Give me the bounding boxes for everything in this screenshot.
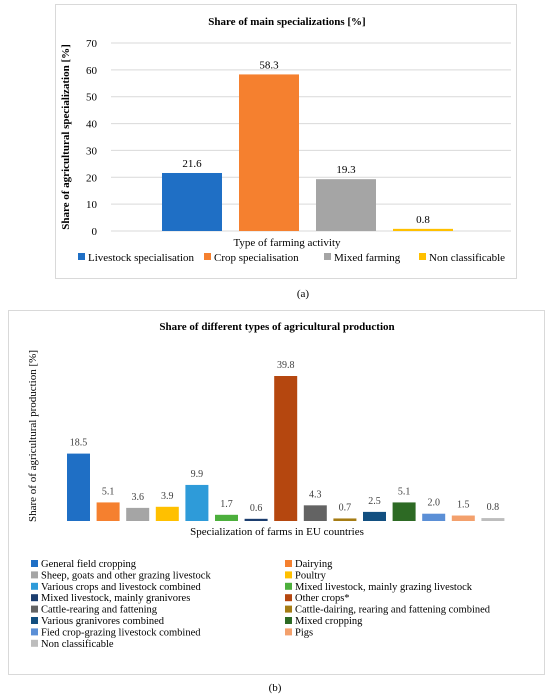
chart-b-data-label: 1.5 — [457, 500, 470, 511]
chart-b-data-label: 0.7 — [339, 502, 352, 513]
chart-b-bar — [67, 453, 90, 521]
chart-b-legend-label: Mixed cropping — [295, 616, 363, 627]
chart-a-xlabel: Type of farming activity — [233, 237, 341, 249]
chart-b-legend-label: Non classificable — [41, 639, 114, 650]
chart-b-data-label: 39.8 — [277, 360, 295, 371]
chart-b-legend-label: Cattle-rearing and fattening — [41, 605, 158, 616]
chart-b-svg: Share of different types of agricultural… — [27, 321, 505, 650]
chart-a-legend-label: Crop specialisation — [214, 252, 299, 264]
chart-b-legend-label: Dairying — [295, 559, 333, 570]
chart-a-ytick: 30 — [86, 145, 98, 157]
chart-a-legend-label: Non classificable — [429, 252, 505, 264]
chart-a-data-label: 19.3 — [336, 164, 356, 176]
chart-a-ytick: 50 — [86, 92, 98, 104]
chart-a-ytick: 40 — [86, 119, 98, 131]
chart-a-bar — [239, 74, 299, 232]
panel-a-caption: (a) — [296, 288, 310, 300]
chart-b-legend-label: Mixed livestock, mainly grazing livestoc… — [295, 582, 473, 593]
chart-b-legend-label: Various granivores combined — [41, 616, 165, 627]
chart-b-data-label: 5.1 — [102, 486, 115, 497]
chart-b-legend-swatch — [285, 560, 292, 567]
chart-b-legend-label: Various crops and livestock combined — [41, 582, 202, 593]
chart-b-legend-swatch — [31, 628, 38, 636]
chart-b-legend-label: Other crops* — [295, 593, 350, 604]
chart-b-bar — [244, 518, 268, 521]
chart-a-panel: Share of main specializations [%] 0 10 20 30… — [55, 4, 517, 279]
chart-a-data-label: 21.6 — [182, 158, 202, 170]
chart-a-bar — [393, 228, 453, 231]
chart-a-ylabel: Share of agricultural specialization [%] — [60, 44, 72, 230]
chart-b-data-label: 5.1 — [398, 486, 411, 497]
chart-b-bar — [303, 505, 327, 521]
chart-b-data-label: 3.6 — [131, 492, 144, 503]
chart-b-xlabel: Specialization of farms in EU countries — [190, 526, 364, 538]
chart-b-data-label: 3.9 — [161, 491, 174, 502]
chart-b-data-label: 18.5 — [70, 438, 88, 449]
chart-b-data-label: 2.0 — [427, 498, 440, 509]
chart-b-data-label: 1.7 — [220, 499, 233, 510]
chart-a-data-label: 0.8 — [416, 214, 430, 226]
chart-b-bar — [481, 518, 505, 521]
chart-b-legend-label: Mixed livestock, mainly granivores — [41, 593, 190, 604]
chart-b-bar — [451, 515, 475, 521]
chart-b-bar — [96, 502, 120, 521]
chart-b-legend-label: Cattle-dairing, rearing and fattening co… — [295, 605, 491, 616]
chart-a-ytick: 70 — [86, 38, 98, 50]
chart-a-legend-label: Mixed farming — [334, 252, 401, 264]
chart-b-legend-swatch — [285, 571, 292, 579]
chart-a-legend-swatch — [204, 253, 211, 260]
chart-b-legend-swatch — [31, 617, 38, 624]
chart-b-legend-label: Poultry — [295, 570, 327, 581]
chart-b-legend-swatch — [285, 582, 292, 590]
chart-a-svg: Share of main specializations [%] 0 10 20 30… — [60, 16, 511, 264]
chart-b-legend-swatch — [31, 639, 38, 647]
chart-b-legend-swatch — [31, 560, 38, 567]
chart-b-legend-swatch — [31, 582, 38, 590]
chart-a-legend-label: Livestock specialisation — [88, 252, 194, 264]
chart-b-data-label: 0.8 — [487, 502, 500, 513]
chart-b-legend-label: Fied crop-grazing livestock combined — [41, 627, 201, 638]
chart-b-bar — [155, 506, 179, 521]
chart-b-bar — [392, 502, 416, 521]
panel-b-caption: (b) — [268, 682, 282, 694]
chart-a-ytick: 20 — [86, 172, 98, 184]
chart-b-bar — [215, 514, 238, 521]
chart-b-data-label: 9.9 — [191, 469, 204, 480]
chart-b-legend-swatch — [31, 605, 38, 613]
chart-a-bar — [162, 172, 222, 231]
chart-b-title: Share of different types of agricultural… — [159, 321, 394, 333]
chart-b-legend-swatch — [31, 571, 38, 579]
chart-b-legend-label: Pigs — [295, 627, 313, 638]
chart-a-data-label: 58.3 — [259, 59, 279, 71]
chart-b-legend-swatch — [285, 594, 292, 602]
chart-b-legend-swatch — [31, 594, 38, 602]
chart-b-data-label: 4.3 — [309, 489, 322, 500]
chart-b-legend-swatch — [285, 605, 292, 613]
chart-b-bar — [126, 507, 150, 521]
chart-b-legend-label: Sheep, goats and other grazing livestock — [41, 570, 211, 581]
chart-b-panel: Share of different types of agricultural… — [8, 310, 545, 675]
chart-a-bar — [316, 179, 376, 231]
chart-a-title: Share of main specializations [%] — [208, 16, 365, 28]
chart-b-bar — [333, 518, 357, 521]
chart-b-bar — [185, 484, 209, 521]
chart-a-legend-swatch — [78, 253, 85, 260]
chart-a-ytick: 60 — [86, 65, 98, 77]
chart-a-legend-swatch — [419, 253, 426, 260]
chart-b-ylabel: Share of of agricultural production [%] — [27, 350, 39, 522]
chart-a-ytick: 10 — [86, 199, 98, 211]
chart-a-ytick: 0 — [92, 226, 98, 238]
chart-b-legend-swatch — [285, 628, 292, 636]
chart-b-data-label: 0.6 — [250, 503, 263, 514]
chart-b-legend-swatch — [285, 617, 292, 624]
chart-a-legend-swatch — [324, 253, 331, 260]
chart-b-bar — [422, 513, 446, 521]
chart-b-bar — [274, 376, 298, 521]
chart-b-bar — [363, 511, 386, 521]
chart-b-legend-label: General field cropping — [41, 559, 137, 570]
chart-b-data-label: 2.5 — [368, 496, 381, 507]
